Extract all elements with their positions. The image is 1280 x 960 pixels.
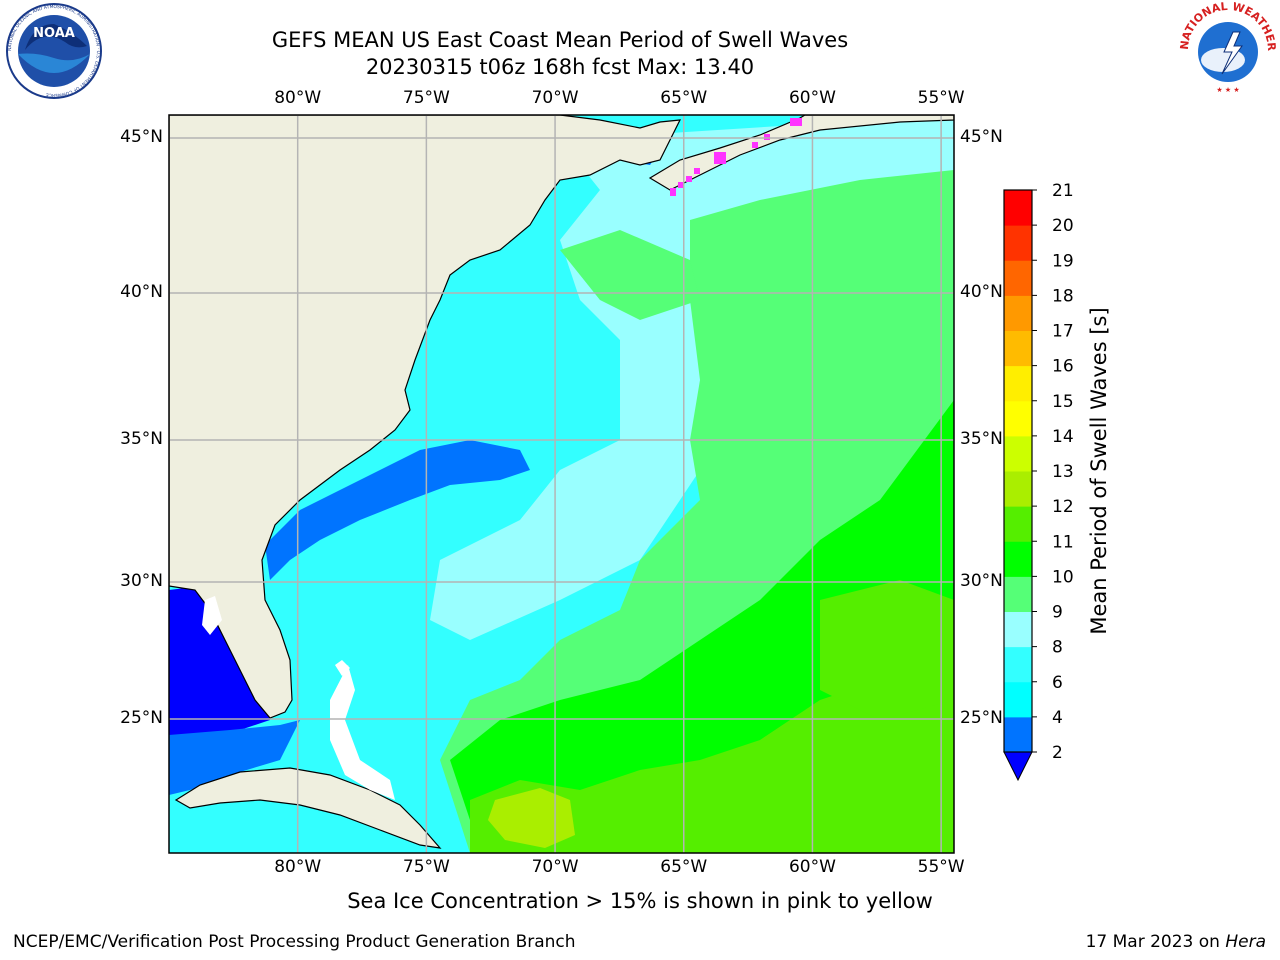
colorbar-segment xyxy=(1004,365,1032,402)
lon-label-top: 55°W xyxy=(917,88,965,108)
land-cuba xyxy=(174,767,442,849)
noaa-logo-text: NOAA xyxy=(33,26,75,41)
colorbar-tick-label: 4 xyxy=(1052,708,1063,728)
field-2-4-gulf xyxy=(169,585,270,740)
colorbar-title: Mean Period of Swell Waves [s] xyxy=(1087,307,1111,635)
sea-ice-note: Sea Ice Concentration > 15% is shown in … xyxy=(347,889,933,913)
colorbar-segment xyxy=(1004,190,1032,226)
colorbar-segment xyxy=(1004,576,1032,612)
lon-label-bottom: 65°W xyxy=(660,857,708,877)
colorbar-tick-label: 13 xyxy=(1052,462,1074,482)
footer-branch: NCEP/EMC/Verification Post Processing Pr… xyxy=(13,932,576,952)
footer-host: Hera xyxy=(1225,932,1266,952)
colorbar-segment xyxy=(1004,435,1032,472)
lat-label-left: 35°N xyxy=(120,429,163,449)
chart-title: GEFS MEAN US East Coast Mean Period of S… xyxy=(271,28,849,52)
colorbar-tick-label: 18 xyxy=(1052,286,1074,306)
colorbar-tick-label: 21 xyxy=(1052,181,1074,201)
lon-label-bottom: 70°W xyxy=(531,857,579,877)
lon-label-bottom: 80°W xyxy=(274,857,322,877)
lat-label-right: 25°N xyxy=(960,708,1003,728)
colorbar-tick-label: 10 xyxy=(1052,567,1074,587)
colorbar-segment xyxy=(1004,471,1032,507)
lat-label-right: 45°N xyxy=(960,127,1003,147)
colorbar-tick-label: 6 xyxy=(1052,673,1063,693)
svg-text:★ ★ ★: ★ ★ ★ xyxy=(1216,86,1239,94)
chart-subtitle: 20230315 t06z 168h fcst Max: 13.40 xyxy=(365,55,755,79)
colorbar-tick-label: 14 xyxy=(1052,427,1074,447)
bahamas-shallows-2 xyxy=(335,660,350,676)
lon-label-bottom: 60°W xyxy=(788,857,836,877)
lon-label-top: 60°W xyxy=(788,88,836,108)
field-12-13 xyxy=(488,788,575,848)
map-grid xyxy=(169,115,954,853)
colorbar-tick-label: 19 xyxy=(1052,251,1074,271)
lon-label-top: 75°W xyxy=(402,88,450,108)
field-11-12-b xyxy=(820,580,954,720)
lat-label-left: 45°N xyxy=(120,127,163,147)
nws-logo: NATIONAL WEATHER SERVICE ★ ★ ★ xyxy=(1178,0,1278,97)
colorbar-segment xyxy=(1004,716,1032,753)
colorbar: 2 4 6 8 9 10 11 12 13 14 15 16 17 18 19 20 21 xyxy=(1003,181,1074,782)
colorbar-segment xyxy=(1004,295,1032,331)
field-4-6-coastal xyxy=(265,440,530,580)
land-us xyxy=(169,115,682,719)
colorbar-tick-label: 9 xyxy=(1052,603,1063,623)
lon-label-top: 70°W xyxy=(531,88,579,108)
noaa-logo: NOAA NATIONAL OCEANIC AND ATMOSPHERIC AD… xyxy=(6,3,102,99)
colorbar-tick-label: 11 xyxy=(1052,532,1074,552)
footer-date-text: 17 Mar 2023 on xyxy=(1085,932,1226,952)
colorbar-tick-label: 12 xyxy=(1052,497,1074,517)
colorbar-tick-label: 2 xyxy=(1052,743,1063,763)
colorbar-segment xyxy=(1004,541,1032,577)
lat-label-left: 40°N xyxy=(120,282,163,302)
colorbar-segment xyxy=(1004,506,1032,542)
colorbar-segment xyxy=(1004,400,1032,437)
colorbar-tick-label: 15 xyxy=(1052,392,1074,412)
colorbar-extend-min xyxy=(1003,751,1033,782)
colorbar-tick-label: 8 xyxy=(1052,638,1063,658)
colorbar-segment xyxy=(1004,646,1032,683)
colorbar-tick-label: 16 xyxy=(1052,357,1074,377)
field-11-12 xyxy=(470,620,954,853)
lat-label-right: 30°N xyxy=(960,571,1003,591)
field-9-10-patch xyxy=(560,230,700,320)
bahamas-shallows xyxy=(330,665,395,800)
lon-label-top: 65°W xyxy=(660,88,708,108)
land-florida-keys-island xyxy=(202,596,222,635)
colorbar-tick-label: 20 xyxy=(1052,216,1074,236)
footer-date: 17 Mar 2023 on Hera xyxy=(1086,932,1266,952)
colorbar-segment xyxy=(1004,611,1032,648)
lon-label-bottom: 75°W xyxy=(402,857,450,877)
colorbar-segment xyxy=(1004,260,1032,296)
lat-label-left: 30°N xyxy=(120,571,163,591)
lat-label-right: 35°N xyxy=(960,429,1003,449)
lon-label-top: 80°W xyxy=(274,88,322,108)
field-4-6-gulf xyxy=(169,720,300,795)
sea-ice-markers xyxy=(670,118,802,196)
colorbar-segment xyxy=(1004,681,1032,718)
colorbar-segment xyxy=(1004,330,1032,367)
lon-label-bottom: 55°W xyxy=(917,857,965,877)
lat-label-right: 40°N xyxy=(960,282,1003,302)
colorbar-tick-label: 17 xyxy=(1052,322,1074,342)
colorbar-segment xyxy=(1004,225,1032,261)
lat-label-left: 25°N xyxy=(120,708,163,728)
map-border xyxy=(168,114,955,854)
